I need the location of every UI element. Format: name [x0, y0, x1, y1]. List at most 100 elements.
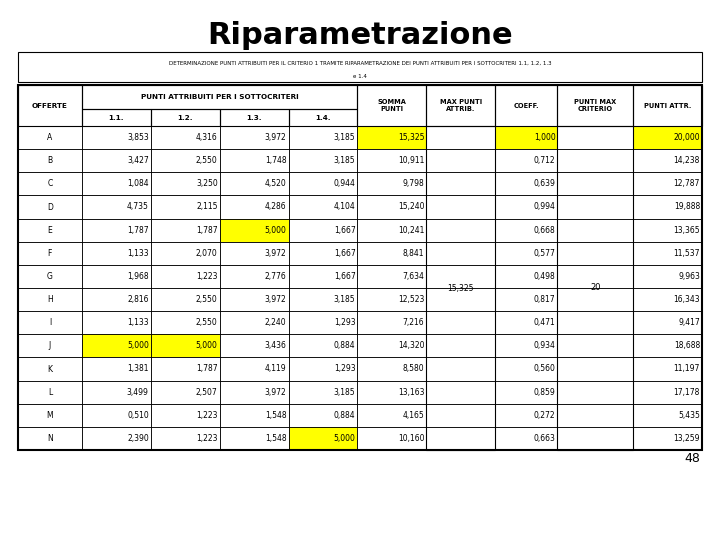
Bar — [633, 172, 702, 195]
Text: 0,272: 0,272 — [534, 411, 555, 420]
Bar — [495, 242, 557, 265]
Bar — [357, 334, 426, 357]
Text: 1,968: 1,968 — [127, 272, 149, 281]
Bar — [495, 288, 557, 311]
Text: B: B — [48, 156, 53, 165]
Bar — [557, 404, 633, 427]
Text: PUNTI ATTRIBUITI PER I SOTTOCRITERI: PUNTI ATTRIBUITI PER I SOTTOCRITERI — [141, 94, 299, 100]
Bar — [495, 357, 557, 381]
Text: 1,293: 1,293 — [334, 364, 356, 374]
Text: 3,853: 3,853 — [127, 133, 149, 142]
Text: 1,787: 1,787 — [196, 364, 217, 374]
Text: 10,911: 10,911 — [398, 156, 424, 165]
Text: L: L — [48, 388, 52, 397]
Bar — [633, 381, 702, 404]
Bar — [18, 195, 82, 219]
Bar — [495, 149, 557, 172]
Bar — [82, 381, 150, 404]
Text: 2,115: 2,115 — [196, 202, 217, 212]
Text: M: M — [47, 411, 53, 420]
Bar — [357, 242, 426, 265]
Text: 5,000: 5,000 — [333, 434, 356, 443]
Text: 3,436: 3,436 — [265, 341, 287, 350]
Bar — [220, 288, 289, 311]
Bar — [150, 288, 220, 311]
Text: 2,816: 2,816 — [127, 295, 149, 304]
Text: 12,787: 12,787 — [674, 179, 700, 188]
Text: 3,185: 3,185 — [334, 133, 356, 142]
Bar — [495, 404, 557, 427]
Bar — [82, 242, 150, 265]
Bar — [495, 126, 557, 149]
Bar — [495, 126, 557, 149]
Bar — [289, 149, 357, 172]
Bar — [357, 288, 426, 311]
Text: 15,325: 15,325 — [398, 133, 424, 142]
Bar — [557, 381, 633, 404]
Text: 1.2.: 1.2. — [177, 114, 193, 120]
Bar — [82, 109, 150, 126]
Text: 5,435: 5,435 — [678, 411, 700, 420]
Bar — [220, 334, 289, 357]
Text: 20: 20 — [590, 284, 600, 293]
Bar — [357, 219, 426, 242]
Bar — [633, 357, 702, 381]
Text: 0,944: 0,944 — [333, 179, 356, 188]
Bar — [289, 126, 357, 149]
Text: 1,133: 1,133 — [127, 249, 149, 258]
Text: K: K — [48, 364, 53, 374]
Bar — [220, 149, 289, 172]
Bar — [220, 242, 289, 265]
Text: E: E — [48, 226, 53, 235]
Text: 17,178: 17,178 — [674, 388, 700, 397]
Bar — [289, 195, 357, 219]
Bar — [633, 85, 702, 126]
Text: 1,381: 1,381 — [127, 364, 149, 374]
Bar — [82, 311, 150, 334]
Text: 1,548: 1,548 — [265, 411, 287, 420]
Bar — [220, 219, 289, 242]
Bar — [150, 172, 220, 195]
Bar — [557, 126, 633, 149]
Bar — [426, 334, 495, 357]
Text: G: G — [47, 272, 53, 281]
Bar — [18, 427, 82, 450]
Text: 11,537: 11,537 — [673, 249, 700, 258]
Bar — [220, 311, 289, 334]
Bar — [150, 381, 220, 404]
Bar — [150, 126, 220, 149]
Bar — [18, 381, 82, 404]
Bar — [633, 427, 702, 450]
Bar — [289, 357, 357, 381]
Bar — [633, 126, 702, 149]
Text: 3,185: 3,185 — [334, 295, 356, 304]
Text: OFFERTE: OFFERTE — [32, 103, 68, 109]
Bar — [18, 288, 82, 311]
Text: 4,119: 4,119 — [265, 364, 287, 374]
Bar — [495, 172, 557, 195]
Bar — [82, 288, 150, 311]
Bar — [357, 85, 426, 126]
Bar — [82, 126, 150, 149]
Text: 4,520: 4,520 — [265, 179, 287, 188]
Bar — [426, 126, 495, 149]
Text: 3,972: 3,972 — [265, 249, 287, 258]
Text: 2,550: 2,550 — [196, 318, 217, 327]
Text: 5,000: 5,000 — [127, 341, 149, 350]
Bar — [18, 85, 82, 126]
Text: 2,390: 2,390 — [127, 434, 149, 443]
Bar — [150, 242, 220, 265]
Text: 1.3.: 1.3. — [246, 114, 262, 120]
Bar — [18, 242, 82, 265]
Text: 1,748: 1,748 — [265, 156, 287, 165]
Text: 1,133: 1,133 — [127, 318, 149, 327]
Bar — [357, 357, 426, 381]
Text: 8,580: 8,580 — [402, 364, 424, 374]
Bar — [495, 195, 557, 219]
Text: 0,884: 0,884 — [334, 411, 356, 420]
Bar — [357, 195, 426, 219]
Bar — [82, 404, 150, 427]
Bar — [18, 52, 702, 82]
Text: 19,888: 19,888 — [674, 202, 700, 212]
Bar — [426, 242, 495, 265]
